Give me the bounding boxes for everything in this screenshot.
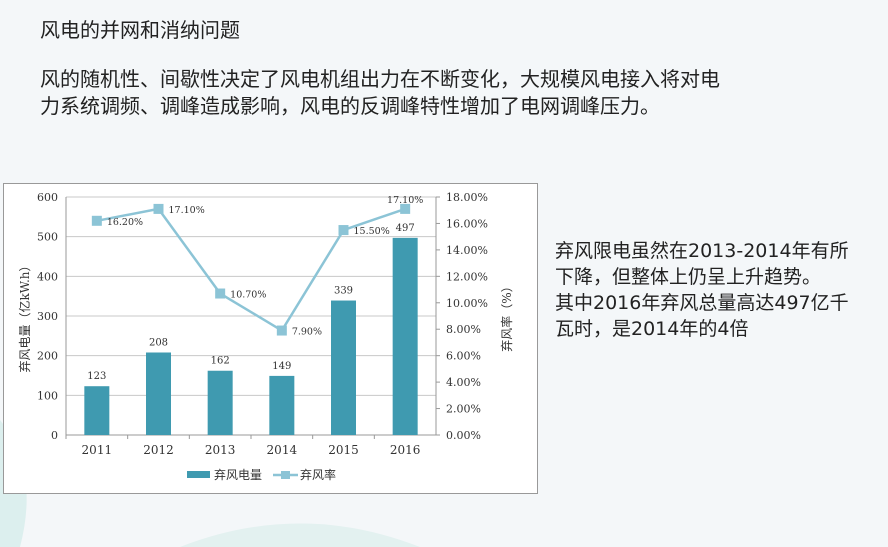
bar-data-label: 162 <box>211 356 230 367</box>
rate-data-label: 7.90% <box>292 327 322 338</box>
summary-note: 弃风限电虽然在2013-2014年有所 下降，但整体上仍呈上升趋势。 其中201… <box>555 238 849 342</box>
y-tick-label: 0 <box>51 429 58 442</box>
y2-tick-label: 10.00% <box>446 297 488 310</box>
bar <box>331 300 356 435</box>
y2-tick-label: 16.00% <box>446 217 488 230</box>
x-tick-label: 2013 <box>205 443 236 457</box>
bar-data-label: 497 <box>396 223 415 234</box>
x-tick-label: 2012 <box>143 443 174 457</box>
rate-marker <box>400 203 411 214</box>
y2-axis-title: 弃风率（%） <box>499 280 514 351</box>
note-line: 瓦时，是2014年的4倍 <box>555 318 749 340</box>
x-tick-label: 2014 <box>267 443 298 457</box>
y-tick-label: 600 <box>37 191 58 204</box>
paragraph-line: 力系统调频、调峰造成影响，风电的反调峰特性增加了电网调峰压力。 <box>40 94 660 118</box>
y2-tick-label: 2.00% <box>446 403 481 416</box>
rate-data-label: 17.10% <box>387 195 423 206</box>
y2-tick-label: 6.00% <box>446 350 481 363</box>
y-axis-title: 弃风电量（亿kW.h） <box>17 259 32 372</box>
bar-data-label: 208 <box>149 337 168 348</box>
bar <box>392 237 418 435</box>
rate-marker <box>276 325 287 336</box>
y2-tick-label: 18.00% <box>446 191 488 204</box>
bar <box>207 370 233 435</box>
y2-tick-label: 4.00% <box>446 376 481 389</box>
y-tick-label: 100 <box>37 389 58 402</box>
bar <box>146 352 171 435</box>
note-line: 下降，但整体上仍呈上升趋势。 <box>555 266 822 288</box>
y-tick-label: 500 <box>37 231 58 244</box>
bar <box>269 375 295 435</box>
y2-tick-label: 0.00% <box>446 429 481 442</box>
rate-marker <box>153 203 164 214</box>
legend-line-marker <box>281 471 290 479</box>
rate-marker <box>338 225 349 236</box>
intro-paragraph: 风的随机性、间歇性决定了风电机组出力在不断变化，大规模风电接入将对电 力系统调频… <box>40 66 720 120</box>
slide-title: 风电的并网和消纳问题 <box>40 18 240 42</box>
legend-bar-swatch <box>187 471 210 478</box>
rate-line <box>96 207 406 333</box>
rate-data-label: 10.70% <box>230 290 266 301</box>
chart-container <box>3 183 538 494</box>
rate-data-label: 17.10% <box>169 205 205 216</box>
legend-line-label: 弃风率 <box>300 467 336 482</box>
y2-tick-label: 8.00% <box>446 323 481 336</box>
bar <box>84 386 110 435</box>
x-tick-label: 2011 <box>82 443 113 457</box>
y-tick-label: 200 <box>37 350 58 363</box>
bar-data-label: 123 <box>87 371 106 382</box>
note-line: 弃风限电虽然在2013-2014年有所 <box>555 240 849 262</box>
rate-marker <box>215 288 226 299</box>
paragraph-line: 风的随机性、间歇性决定了风电机组出力在不断变化，大规模风电接入将对电 <box>40 67 720 91</box>
bar-data-label: 149 <box>272 361 291 372</box>
rate-marker <box>91 215 102 226</box>
y2-tick-label: 14.00% <box>446 244 488 257</box>
legend-bar-label: 弃风电量 <box>214 467 262 482</box>
y2-tick-label: 12.00% <box>446 270 488 283</box>
rate-data-label: 16.20% <box>107 217 143 228</box>
note-line: 其中2016年弃风总量高达497亿千 <box>555 292 849 314</box>
y-tick-label: 300 <box>37 310 58 323</box>
y-tick-label: 400 <box>37 270 58 283</box>
x-tick-label: 2015 <box>328 443 359 457</box>
bar-data-label: 339 <box>334 286 353 297</box>
x-tick-label: 2016 <box>390 443 421 457</box>
rate-data-label: 15.50% <box>354 226 390 237</box>
